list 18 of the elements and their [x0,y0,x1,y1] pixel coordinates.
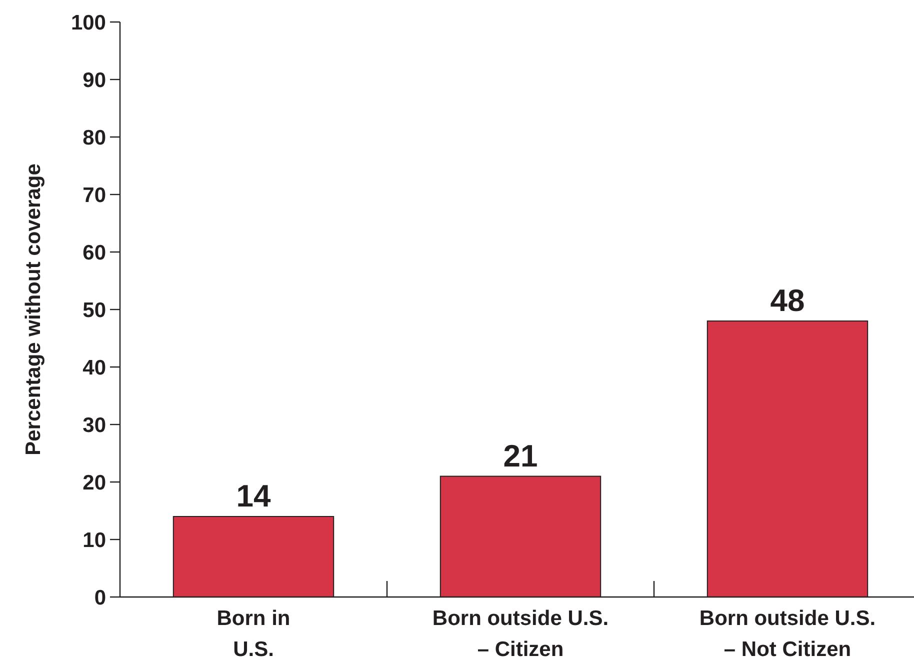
y-tick-label: 100 [70,11,106,34]
x-tick-label: Born outside U.S. – Citizen [432,607,609,661]
data-label: 14 [236,478,272,514]
y-tick-label: 50 [82,298,106,322]
y-tick-label: 40 [82,356,106,380]
x-tick-label: Born in U.S. [216,607,290,661]
y-tick-label: 0 [94,586,106,610]
y-tick-label: 70 [82,184,106,207]
data-label: 48 [770,283,805,318]
y-tick-label: 80 [82,126,106,150]
y-tick-label: 10 [82,528,106,552]
y-tick-label: 20 [82,471,106,494]
y-tick-label: 60 [82,241,106,264]
data-label: 21 [503,438,538,474]
x-tick-label: Born outside U.S. – Not Citizen [699,607,876,661]
y-axis-title: Percentage without coverage [22,164,45,456]
y-tick-label: 90 [82,68,106,92]
y-tick-label: 30 [82,414,106,437]
